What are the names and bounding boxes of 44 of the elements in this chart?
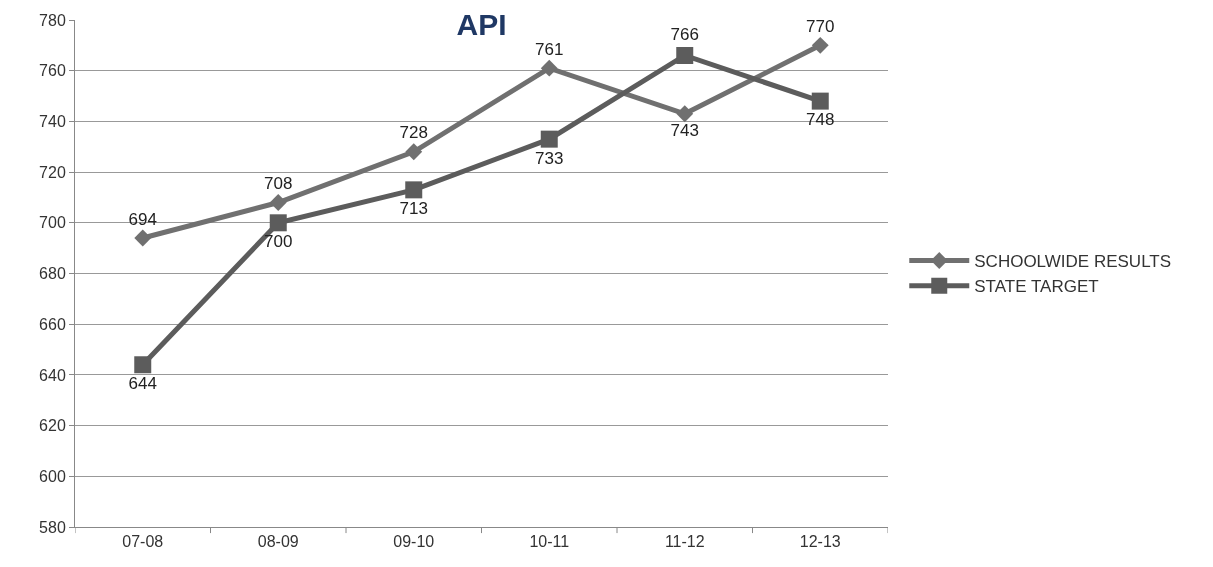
point bbox=[405, 181, 423, 199]
x-tick-label: 10-11 bbox=[529, 533, 570, 551]
chart-title: API bbox=[456, 8, 507, 42]
y-tick-label: 640 bbox=[39, 366, 66, 384]
data-label: 700 bbox=[264, 232, 293, 252]
data-label: 708 bbox=[264, 174, 293, 194]
data-label: 770 bbox=[806, 16, 835, 36]
data-label: 743 bbox=[670, 120, 699, 140]
point bbox=[811, 92, 829, 110]
data-label: 748 bbox=[806, 110, 835, 130]
point bbox=[269, 214, 287, 232]
y-tick-label: 660 bbox=[39, 315, 66, 333]
data-label: 713 bbox=[399, 199, 428, 219]
y-tick-label: 720 bbox=[39, 163, 66, 181]
x-tick-label: 09-10 bbox=[393, 533, 435, 551]
point bbox=[134, 229, 152, 247]
data-label: 766 bbox=[670, 24, 699, 44]
x-tick-label: 12-13 bbox=[799, 533, 841, 551]
x-tick-label: 08-09 bbox=[257, 533, 299, 551]
y-tick-label: 620 bbox=[39, 417, 66, 435]
y-tick-label: 700 bbox=[39, 214, 66, 232]
x-tick-label: 07-08 bbox=[122, 533, 164, 551]
point bbox=[676, 46, 694, 64]
y-tick-label: 600 bbox=[39, 467, 66, 485]
point bbox=[540, 59, 558, 77]
data-label: 694 bbox=[128, 209, 157, 229]
data-label: 761 bbox=[535, 39, 564, 59]
data-label: 644 bbox=[128, 374, 157, 394]
legend-label: SCHOOLWIDE RESULTS bbox=[974, 252, 1172, 272]
y-tick-label: 760 bbox=[39, 62, 66, 80]
y-tick-label: 680 bbox=[39, 265, 66, 283]
point bbox=[676, 105, 694, 123]
data-label: 728 bbox=[399, 123, 428, 143]
point bbox=[405, 143, 423, 161]
point bbox=[134, 356, 152, 374]
y-tick-label: 740 bbox=[39, 113, 66, 130]
data-label: 733 bbox=[535, 148, 564, 168]
point bbox=[269, 194, 287, 211]
y-tick-label: 580 bbox=[39, 518, 66, 536]
point bbox=[540, 130, 558, 148]
legend-label: STATE TARGET bbox=[974, 277, 1099, 297]
x-tick-label: 11-12 bbox=[664, 533, 705, 551]
y-tick-label: 780 bbox=[39, 11, 66, 29]
point bbox=[811, 36, 829, 54]
